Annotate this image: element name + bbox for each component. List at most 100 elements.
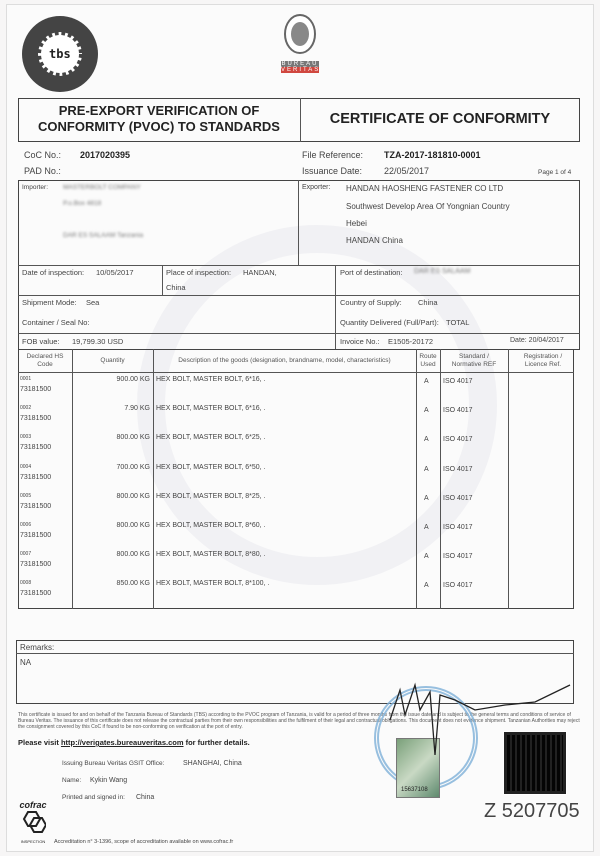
serial-number: Z 5207705 — [484, 800, 580, 822]
qr-code — [503, 731, 567, 795]
row-item-number: 0002 — [20, 405, 32, 412]
issuance-label: Issuance Date: — [302, 166, 363, 176]
supply-value: China — [418, 298, 438, 307]
exporter-line: HANDAN HAOSHENG FASTENER CO LTD — [346, 184, 504, 193]
hologram-number: 15637108 — [401, 787, 428, 793]
row-item-number: 0003 — [20, 434, 32, 441]
row-route: A — [424, 407, 429, 415]
row-route: A — [424, 494, 429, 502]
col-quantity: Quantity — [100, 357, 125, 364]
shipment-mode-label: Shipment Mode: — [22, 298, 77, 307]
row-description: HEX BOLT, MASTER BOLT, 8*100, . — [156, 580, 270, 588]
pvoc-title-1: PRE-EXPORT VERIFICATION OF — [58, 103, 260, 118]
row-description: HEX BOLT, MASTER BOLT, 8*25, . — [156, 492, 266, 500]
col-description: Description of the goods (designation, b… — [178, 357, 391, 364]
coc-title: CERTIFICATE OF CONFORMITY — [329, 111, 551, 127]
inspection-date-value: 10/05/2017 — [96, 268, 134, 277]
invoice-date: Date: 20/04/2017 — [510, 337, 564, 344]
fob-value: 19,799.30 USD — [72, 337, 124, 346]
bureau-veritas-logo: BUREAU VERITAS — [277, 14, 323, 80]
qty-delivered-value: TOTAL — [446, 318, 470, 327]
name-label: Name: — [62, 777, 82, 784]
row-hs-code: 73181500 — [20, 502, 52, 510]
pad-label: PAD No.: — [24, 166, 61, 176]
row-standard: ISO 4017 — [443, 494, 473, 502]
title-box — [18, 98, 580, 142]
name-value: Kykin Wang — [90, 777, 128, 784]
row-hs-code: 73181500 — [20, 386, 52, 393]
importer-line: DAR ES SALAAM Tanzania — [63, 232, 144, 239]
row-hs-code: 73181500 — [20, 561, 52, 569]
row-hs-code: 73181500 — [20, 415, 52, 423]
signature — [389, 682, 571, 756]
row-item-number: 0001 — [20, 376, 32, 382]
row-hs-code: 73181500 — [20, 590, 52, 598]
invoice-value: E1505-20172 — [388, 337, 434, 346]
inspection-place-value-2: China — [166, 283, 186, 292]
row-route: A — [424, 524, 429, 531]
row-quantity: 800.00 KG — [116, 492, 150, 500]
visit-suffix: for further details. — [183, 738, 250, 747]
col-registration: Registration / Licence Ref. — [523, 353, 563, 368]
inspection-place-value: HANDAN, — [243, 268, 277, 277]
visit-line: Please visit http://verigates.bureauveri… — [18, 738, 250, 747]
row-hs-code: 73181500 — [20, 532, 52, 539]
office-value: SHANGHAI, China — [183, 760, 242, 767]
row-quantity: 850.00 KG — [116, 580, 150, 588]
invoice-label: Invoice No.: — [340, 337, 380, 346]
supply-label: Country of Supply: — [340, 298, 402, 307]
signed-value: China — [136, 794, 155, 801]
verigates-link[interactable]: http://verigates.bureauveritas.com — [60, 738, 184, 747]
issuance-value: 22/05/2017 — [384, 166, 430, 176]
pvoc-title-2: CONFORMITY (PVOC) TO STANDARDS — [38, 119, 280, 134]
exporter-line: Southwest Develop Area Of Yongnian Count… — [346, 202, 510, 211]
row-item-number: 0006 — [20, 522, 32, 528]
cofrac-sub: INSPECTION — [20, 839, 46, 844]
fob-label: FOB value: — [22, 337, 60, 346]
importer-line: MASTERBOLT COMPANY — [63, 184, 141, 191]
port-value: DAR ES SALAAM — [414, 268, 471, 275]
coc-value: 2017020395 — [80, 150, 131, 160]
exporter-label: Exporter: — [302, 184, 331, 191]
remarks-box — [16, 640, 574, 704]
row-quantity: 700.00 KG — [116, 463, 150, 471]
importer-label: Importer: — [22, 184, 49, 191]
row-standard: ISO 4017 — [443, 378, 473, 385]
row-item-number: 0008 — [20, 580, 32, 587]
row-route: A — [424, 582, 429, 590]
col-route: Route Used — [419, 353, 437, 368]
row-description: HEX BOLT, MASTER BOLT, 8*60, . — [156, 522, 266, 529]
bv-line2: VERITAS — [281, 67, 321, 73]
page-number: Page 1 of 4 — [538, 169, 572, 176]
row-route: A — [424, 436, 429, 444]
shipment-mode-value: Sea — [86, 298, 100, 307]
coc-label: CoC No.: — [24, 150, 62, 160]
row-quantity: 800.00 KG — [116, 522, 150, 529]
exporter-line: Hebei — [346, 219, 367, 228]
inspection-date-label: Date of inspection: — [22, 268, 85, 277]
remarks-label: Remarks: — [20, 643, 55, 652]
goods-table — [18, 349, 574, 609]
visit-prefix: Please visit — [18, 738, 61, 747]
row-item-number: 0007 — [20, 551, 32, 558]
row-standard: ISO 4017 — [443, 465, 473, 473]
row-description: HEX BOLT, MASTER BOLT, 8*80, . — [156, 551, 266, 559]
row-quantity: 900.00 KG — [116, 376, 150, 383]
cofrac-logo: cofrac INSPECTION — [18, 800, 48, 846]
tbs-logo: tbs — [18, 12, 106, 96]
office-label: Issuing Bureau Veritas GSIT Office: — [62, 760, 165, 767]
col-hs-code: Declared HS Code — [26, 353, 64, 368]
row-hs-code: 73181500 — [20, 444, 52, 452]
remarks-value: NA — [20, 658, 32, 667]
bv-line1: BUREAU — [281, 61, 319, 67]
accreditation-text: Accreditation n° 3-1396, scope of accred… — [54, 839, 234, 845]
col-standard: Standard / Normative REF — [451, 353, 497, 368]
certificate-page — [6, 4, 594, 852]
row-quantity: 800.00 KG — [116, 434, 150, 442]
row-standard: ISO 4017 — [443, 524, 473, 531]
importer-line: P.o.Box 4818 — [63, 200, 102, 207]
row-standard: ISO 4017 — [443, 553, 473, 561]
tbs-logo-center: tbs — [49, 47, 71, 61]
row-route: A — [424, 465, 429, 473]
cofrac-text: cofrac — [19, 800, 47, 810]
